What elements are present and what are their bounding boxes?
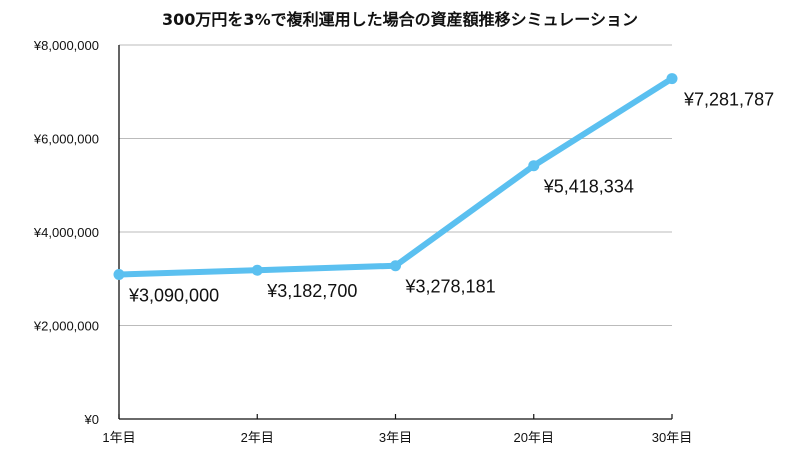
data-point bbox=[390, 260, 401, 272]
y-tick-label: ¥2,000,000 bbox=[33, 319, 99, 334]
data-label: ¥3,090,000 bbox=[128, 286, 219, 306]
data-point bbox=[251, 264, 263, 276]
x-tick-label: 3年目 bbox=[379, 430, 412, 445]
x-tick-label: 30年目 bbox=[652, 430, 692, 445]
y-tick-label: ¥0 bbox=[84, 412, 99, 427]
data-point bbox=[666, 73, 678, 85]
data-point bbox=[113, 269, 125, 281]
data-point bbox=[528, 160, 540, 172]
data-label: ¥5,418,334 bbox=[543, 177, 634, 197]
x-tick-label: 2年目 bbox=[241, 430, 274, 445]
data-label: ¥7,281,787 bbox=[683, 90, 774, 110]
chart-title: 300万円を3%で複利運用した場合の資産額推移シミュレーション bbox=[162, 10, 638, 29]
data-label: ¥3,182,700 bbox=[266, 281, 357, 301]
x-tick-label: 1年目 bbox=[102, 430, 135, 445]
y-tick-label: ¥8,000,000 bbox=[33, 38, 99, 53]
y-tick-label: ¥6,000,000 bbox=[33, 132, 99, 147]
y-tick-label: ¥4,000,000 bbox=[33, 225, 99, 240]
x-tick-label: 20年目 bbox=[514, 430, 554, 445]
data-label: ¥3,278,181 bbox=[405, 277, 496, 297]
